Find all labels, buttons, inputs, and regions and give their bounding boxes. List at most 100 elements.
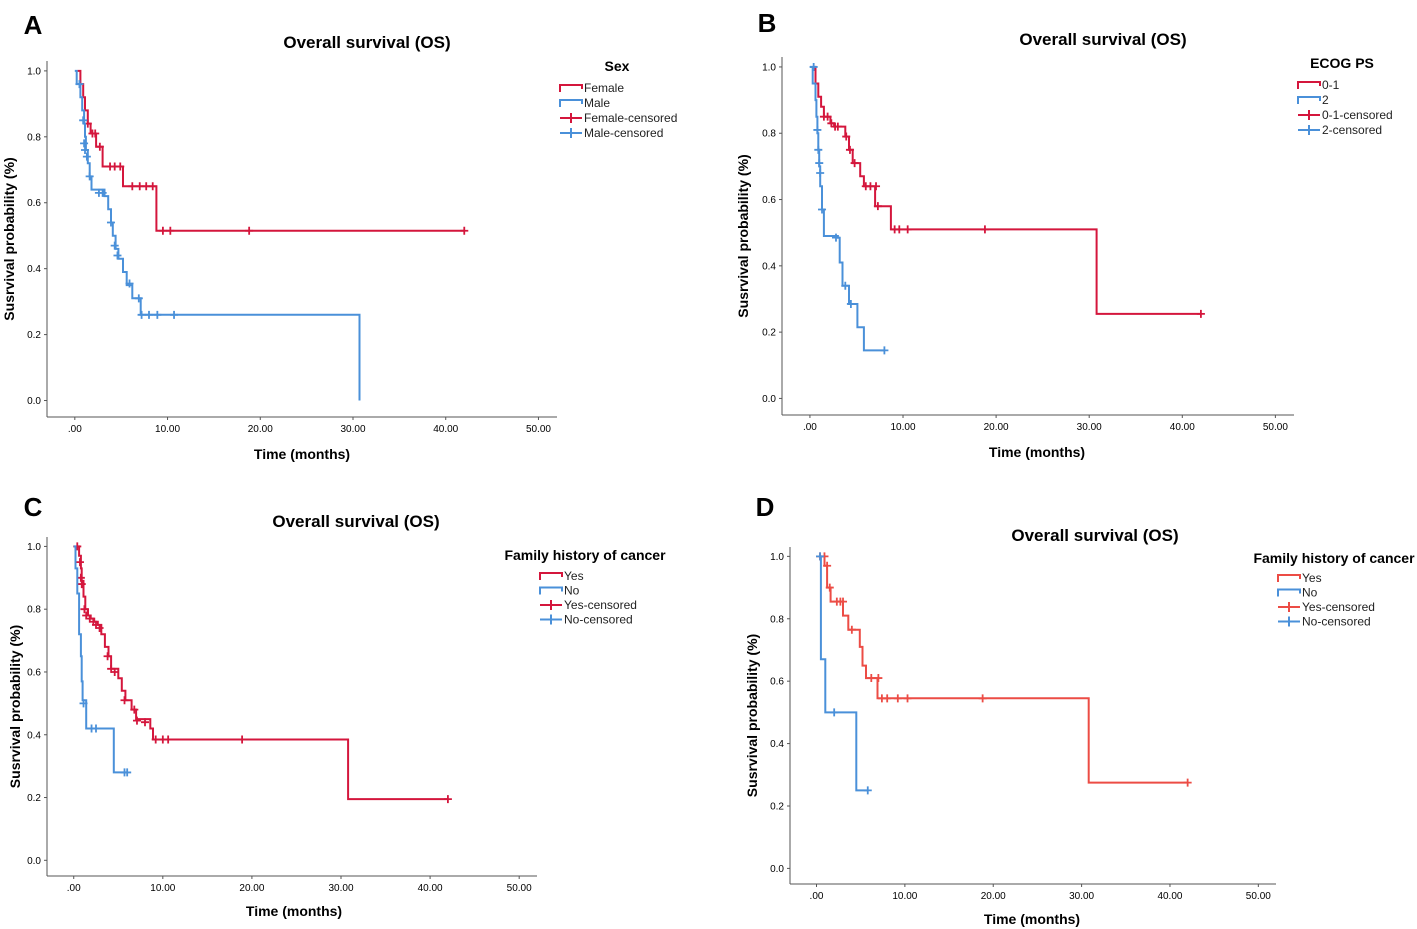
x-tick-label: 50.00 bbox=[1263, 422, 1288, 433]
censored-mark bbox=[158, 226, 167, 235]
censored-mark bbox=[164, 735, 173, 744]
censored-mark bbox=[82, 152, 91, 161]
y-axis-label: Susrvival probability (%) bbox=[735, 154, 751, 317]
x-tick-label: 30.00 bbox=[340, 424, 365, 435]
panel-label: B bbox=[758, 8, 777, 38]
legend-line-swatch bbox=[539, 586, 563, 595]
y-tick-label: 0.8 bbox=[27, 132, 41, 143]
censored-mark bbox=[79, 116, 88, 125]
censored-mark bbox=[238, 735, 247, 744]
legend: Sex FemaleMaleFemale-censoredMale-censore… bbox=[559, 58, 677, 140]
y-axis-label: Susrvival probability (%) bbox=[1, 157, 17, 320]
censored-mark bbox=[75, 558, 84, 567]
x-tick-label: 30.00 bbox=[328, 883, 353, 894]
censored-mark bbox=[128, 182, 137, 191]
censored-mark bbox=[872, 182, 881, 191]
chart-title: Overall survival (OS) bbox=[283, 33, 450, 52]
series-yes bbox=[73, 542, 452, 804]
panel-c: C Overall survival (OS) 0.0 0.2 0.4 0.6 0.8 1.0… bbox=[7, 492, 666, 919]
censored-mark bbox=[895, 225, 904, 234]
x-tick-label: 50.00 bbox=[526, 424, 551, 435]
censored-mark bbox=[106, 218, 115, 227]
legend-item-label: No bbox=[564, 584, 580, 598]
censored-mark bbox=[850, 159, 859, 168]
legend-item-label: Female bbox=[584, 81, 624, 95]
censored-mark bbox=[95, 624, 104, 633]
legend-censor-swatch bbox=[540, 614, 562, 625]
x-axis-label: Time (months) bbox=[989, 444, 1085, 460]
y-tick-label: 0.2 bbox=[762, 328, 776, 339]
legend-item-label: No-censored bbox=[564, 613, 633, 627]
censored-mark bbox=[842, 132, 851, 141]
censored-mark bbox=[80, 139, 89, 148]
censored-mark bbox=[903, 225, 912, 234]
censored-mark bbox=[847, 625, 856, 634]
x-axis-label: Time (months) bbox=[984, 911, 1080, 927]
legend: Family history of cancer YesNoYes-censore… bbox=[1253, 550, 1415, 629]
censored-mark bbox=[978, 694, 987, 703]
censored-mark bbox=[170, 310, 179, 319]
censored-mark bbox=[845, 145, 854, 154]
censored-mark bbox=[833, 122, 842, 131]
y-axis-label: Susrvival probability (%) bbox=[744, 634, 760, 797]
y-axis-label: Susrvival probability (%) bbox=[7, 625, 23, 788]
censored-mark bbox=[980, 225, 989, 234]
panel-label: D bbox=[756, 492, 775, 522]
series-0-1 bbox=[812, 65, 1205, 318]
chart-title: Overall survival (OS) bbox=[1011, 526, 1178, 545]
legend-title: Family history of cancer bbox=[504, 547, 666, 563]
series-female bbox=[77, 69, 469, 235]
legend-line-swatch bbox=[1297, 96, 1321, 104]
legend-line-swatch bbox=[1277, 588, 1301, 597]
legend-item-label: 2-censored bbox=[1322, 123, 1382, 137]
chart-title: Overall survival (OS) bbox=[1019, 30, 1186, 49]
censored-mark bbox=[443, 795, 452, 804]
x-tick-label: 10.00 bbox=[155, 424, 180, 435]
legend-censor-swatch bbox=[540, 600, 562, 610]
y-tick-label: 0.4 bbox=[27, 264, 41, 275]
y-tick-label: 0.2 bbox=[770, 801, 784, 812]
legend-title: Sex bbox=[605, 58, 630, 74]
legend-item-label: Yes bbox=[564, 569, 584, 583]
x-tick-label: .00 bbox=[67, 883, 81, 894]
censored-mark bbox=[79, 699, 88, 708]
censored-mark bbox=[153, 310, 162, 319]
legend-item-label: Male bbox=[584, 96, 610, 110]
censored-mark bbox=[830, 708, 839, 717]
censored-mark bbox=[1183, 778, 1192, 787]
legend-title: Family history of cancer bbox=[1253, 550, 1415, 566]
censored-mark bbox=[166, 226, 175, 235]
censored-mark bbox=[113, 251, 122, 260]
censored-mark bbox=[123, 768, 132, 777]
legend-item-label: No-censored bbox=[1302, 615, 1371, 629]
x-tick-label: 40.00 bbox=[1170, 422, 1195, 433]
legend-censor-swatch bbox=[560, 128, 582, 138]
legend-line-swatch bbox=[1277, 574, 1301, 582]
x-axis-label: Time (months) bbox=[246, 903, 342, 919]
x-tick-label: 40.00 bbox=[433, 424, 458, 435]
censored-mark bbox=[132, 716, 141, 725]
censored-mark bbox=[814, 145, 823, 154]
censored-mark bbox=[874, 674, 883, 683]
censored-mark bbox=[145, 310, 153, 319]
censored-mark bbox=[148, 182, 157, 191]
censored-mark bbox=[839, 597, 848, 606]
censored-mark bbox=[841, 281, 850, 290]
x-tick-label: .00 bbox=[810, 891, 824, 902]
legend-item-label: Female-censored bbox=[584, 111, 677, 125]
censored-mark bbox=[125, 279, 134, 288]
censored-mark bbox=[903, 694, 912, 703]
censored-mark bbox=[818, 205, 827, 214]
y-tick-label: 0.6 bbox=[27, 667, 41, 678]
y-tick-label: 1.0 bbox=[762, 62, 776, 73]
y-tick-label: 0.4 bbox=[770, 739, 784, 750]
legend-censor-swatch bbox=[1278, 602, 1300, 612]
legend-item-label: Yes-censored bbox=[1302, 600, 1375, 614]
x-tick-label: 20.00 bbox=[248, 424, 273, 435]
legend: Family history of cancer YesNoYes-censore… bbox=[504, 547, 666, 627]
y-tick-label: 0.0 bbox=[27, 856, 41, 867]
censored-mark bbox=[92, 724, 100, 733]
y-tick-label: 0.6 bbox=[770, 677, 784, 688]
censored-mark bbox=[460, 226, 469, 235]
censored-mark bbox=[823, 561, 832, 570]
